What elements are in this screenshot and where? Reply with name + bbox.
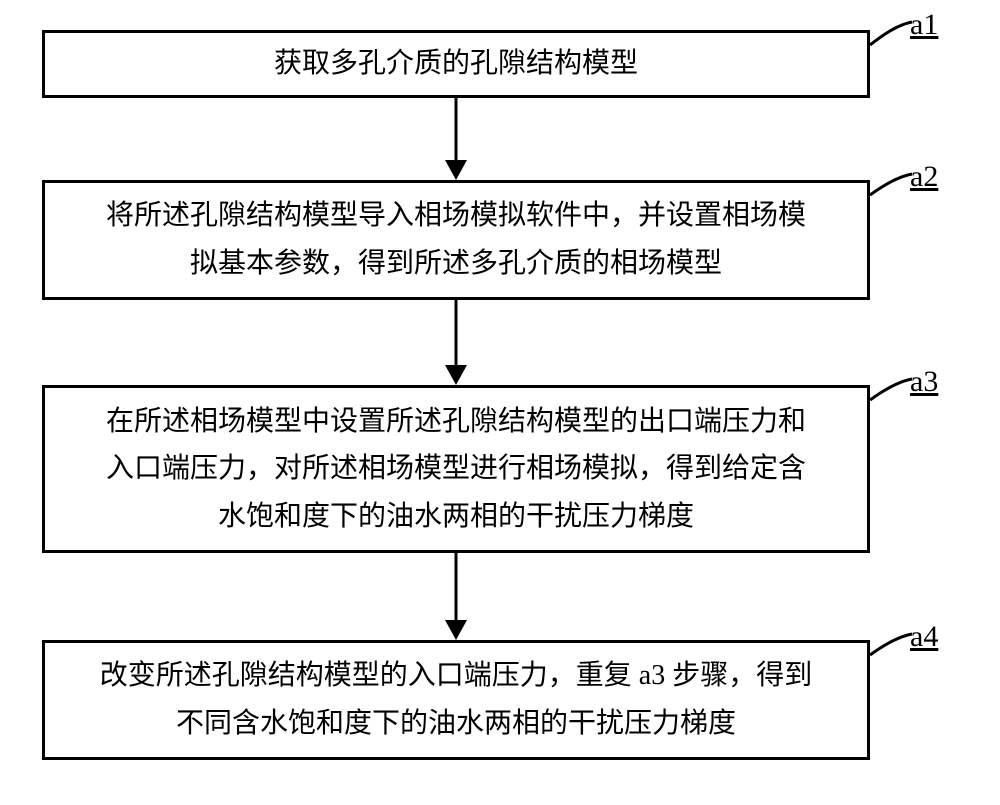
step-text-a3: 在所述相场模型中设置所述孔隙结构模型的出口端压力和入口端压力，对所述相场模型进行… [106,398,806,541]
step-box-a1: 获取多孔介质的孔隙结构模型 [42,30,870,98]
step-label-a1: a1 [910,8,938,42]
step-text-a2: 将所述孔隙结构模型导入相场模拟软件中，并设置相场模拟基本参数，得到所述多孔介质的… [106,192,806,287]
step-label-a3: a3 [910,365,938,399]
flowchart-canvas: 获取多孔介质的孔隙结构模型 将所述孔隙结构模型导入相场模拟软件中，并设置相场模拟… [0,0,1000,805]
step-box-a2: 将所述孔隙结构模型导入相场模拟软件中，并设置相场模拟基本参数，得到所述多孔介质的… [42,180,870,300]
step-box-a3: 在所述相场模型中设置所述孔隙结构模型的出口端压力和入口端压力，对所述相场模型进行… [42,385,870,553]
step-label-a2: a2 [910,160,938,194]
step-text-a4: 改变所述孔隙结构模型的入口端压力，重复 a3 步骤，得到不同含水饱和度下的油水两… [100,652,812,747]
step-text-a1: 获取多孔介质的孔隙结构模型 [274,40,638,88]
step-label-a4: a4 [910,620,938,654]
step-box-a4: 改变所述孔隙结构模型的入口端压力，重复 a3 步骤，得到不同含水饱和度下的油水两… [42,640,870,760]
